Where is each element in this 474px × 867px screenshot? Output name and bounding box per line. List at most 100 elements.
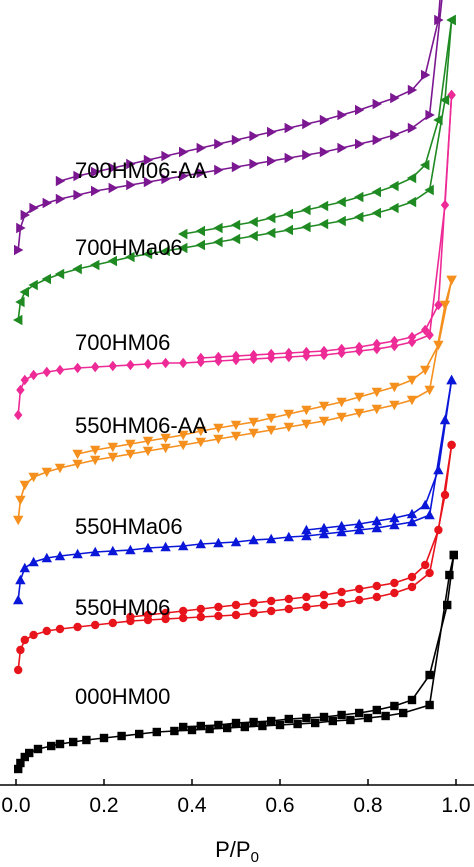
data-point [179,722,188,732]
data-point [407,695,417,705]
data-point [142,446,154,457]
data-point [230,233,241,245]
data-point [73,622,82,632]
data-point [267,596,276,606]
data-point [275,720,285,730]
data-point [266,413,277,424]
data-point [389,512,400,523]
data-point [399,708,408,718]
data-point [160,443,171,454]
data-point [72,263,82,275]
data-point [284,714,293,724]
data-point [161,173,171,185]
data-point [91,620,100,630]
data-point [425,568,434,578]
data-point [108,618,118,628]
data-point [29,202,39,214]
data-point [143,154,154,166]
data-point [13,515,24,526]
data-point [107,255,117,267]
data-point [406,196,417,208]
data-point [337,142,347,154]
data-point [90,259,100,271]
data-point [318,200,329,212]
adsorption-line [17,0,443,251]
data-point [318,218,329,230]
data-point [266,227,276,239]
desorption-line [59,0,441,182]
data-point [179,146,189,158]
desorption-line [200,94,453,359]
data-point [318,522,330,533]
data-point [41,467,52,478]
data-point [55,624,65,634]
data-point [47,741,56,751]
data-point [390,335,399,347]
data-point [336,412,347,423]
data-point [29,630,38,640]
x-tick-label: 1.0 [441,794,470,817]
data-point [90,546,101,557]
data-point [283,409,294,420]
data-point [433,114,443,126]
data-point [117,731,126,741]
data-point [407,572,417,582]
x-tick-label: 0.4 [177,794,207,817]
data-point [319,114,330,126]
data-point [319,590,329,600]
data-point [16,758,25,768]
data-point [266,425,277,436]
data-point [73,170,83,182]
data-point [301,204,311,216]
data-point [424,385,435,396]
data-point [214,164,224,176]
data-point [372,134,382,146]
data-point [143,358,153,370]
data-point [20,752,29,762]
data-point [425,109,435,121]
data-point [108,162,118,174]
series-550HM06-AA [13,275,457,526]
data-point [14,764,23,774]
x-tick-label: 0.2 [89,794,118,817]
data-point [14,244,24,256]
data-point [283,531,294,542]
data-point [421,324,430,336]
data-point [284,122,294,134]
data-point [371,207,381,219]
data-point [25,748,34,758]
data-point [142,436,154,447]
data-point [41,552,52,563]
data-point [16,222,26,234]
data-point [406,395,418,406]
desorption-line [306,379,453,531]
data-point [99,733,109,743]
data-point [446,374,457,385]
data-point [318,528,330,539]
data-point [354,518,365,529]
data-point [355,138,365,150]
data-point [90,445,101,456]
data-point [446,14,456,26]
data-point [354,211,364,223]
data-point [318,401,330,412]
series-700HMa06 [13,14,456,326]
data-point [389,180,399,192]
data-point [311,718,320,728]
data-point [42,366,51,378]
data-point [249,158,259,170]
data-point [302,346,311,358]
x-tick-label: 0.8 [353,794,382,817]
data-point [267,716,276,726]
data-point [302,118,312,130]
data-point [371,186,381,198]
data-point [346,715,355,725]
data-point [301,221,311,233]
data-point [266,212,276,224]
series-700HM06-AA [14,0,444,256]
data-point [249,608,258,618]
data-point [14,409,23,421]
data-point [143,176,154,188]
data-point [41,273,51,285]
data-point [301,405,312,416]
